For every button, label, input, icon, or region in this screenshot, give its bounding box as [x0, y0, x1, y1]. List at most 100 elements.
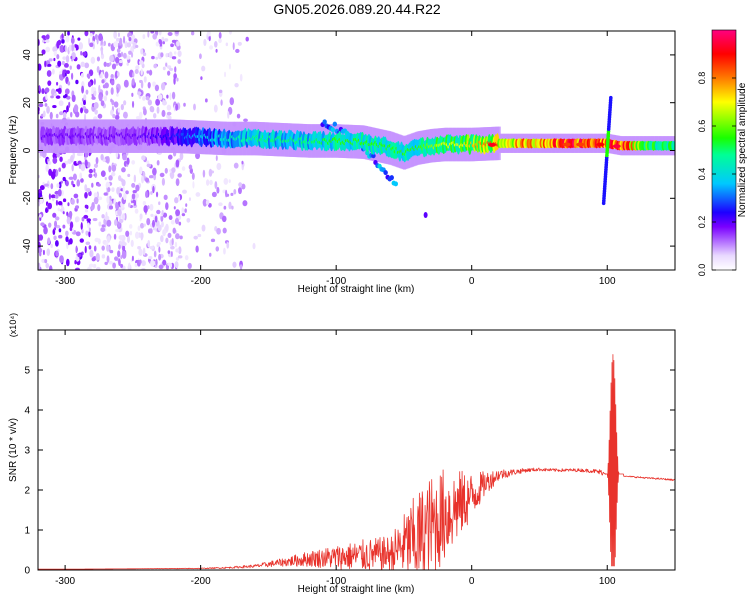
spectrogram-speckle [165, 237, 169, 244]
spectrogram-speckle [163, 194, 168, 201]
spectrogram-speckle [142, 247, 146, 256]
spectrogram-speckle [45, 46, 51, 53]
spectrogram-speckle [197, 233, 202, 238]
spectrogram-speckle [94, 237, 100, 243]
spectrogram-speckle [76, 64, 81, 70]
spectrogram-speckle [70, 155, 74, 163]
spectrogram-speckle [106, 244, 110, 252]
spectrogram-speckle [135, 44, 139, 48]
spectrogram-speckle [108, 165, 112, 173]
spectrogram-speckle [110, 98, 113, 103]
spectrogram-speckle [131, 183, 136, 188]
spectrogram-speckle [112, 262, 116, 269]
colorbar-label: Normalized spectral amplitude [737, 82, 748, 217]
spectrogram-speckle [241, 183, 246, 190]
spectrogram-speckle [45, 207, 49, 214]
spectrogram-speckle [184, 208, 187, 213]
spectrogram-speckle [65, 236, 69, 243]
spectrogram-speckle [68, 44, 72, 52]
spectrogram-speckle [181, 166, 186, 171]
spectrogram-speckle [120, 263, 124, 269]
spectrogram-speckle [140, 48, 144, 55]
spectrogram-speckle [72, 173, 77, 181]
snr-y-tick-label: 2 [24, 486, 30, 497]
spectrogram-speckle [97, 204, 101, 212]
spectrogram-speckle [62, 95, 67, 99]
spectrogram-speckle [43, 226, 48, 235]
spectrogram-speckle [154, 84, 160, 92]
spectrogram-speckle [121, 250, 127, 259]
spectrogram-speckle [202, 198, 208, 207]
spectrogram-speckle [71, 43, 75, 52]
spectrogram-speckle [48, 168, 53, 176]
spectrogram-speckle [72, 184, 76, 188]
spectrogram-speckle [65, 230, 69, 237]
spectrogram-speckle [140, 80, 144, 89]
spectrogram-speckle [42, 110, 46, 118]
spectrogram-speckle [157, 224, 162, 232]
spectrogram-speckle [91, 96, 96, 100]
spectrogram-speckle [142, 96, 146, 101]
spectrogram-speckle [147, 239, 151, 248]
spectrogram-speckle [117, 52, 122, 58]
spectrogram-speckle [228, 31, 232, 35]
spectrogram-speckle [73, 104, 79, 113]
snr-x-axis: -300 -200 -100 0 100 [55, 330, 616, 587]
spectrogram-speckle [147, 31, 150, 38]
spectrogram-speckle [87, 81, 92, 88]
spectrogram-speckle [68, 176, 74, 180]
spectrogram-speckle [137, 246, 142, 250]
spectrogram-speckle [175, 248, 180, 253]
spectrogram-speckle [84, 159, 88, 167]
spectrogram-speckle [200, 76, 203, 81]
spectrogram-speckle [76, 198, 79, 204]
spectrogram-speckle [165, 202, 169, 210]
spectrogram-speckle [81, 228, 84, 234]
spectrogram-speckle [86, 73, 91, 79]
spectrogram-speckle [106, 219, 112, 227]
spectrogram-speckle [108, 205, 114, 210]
spectrogram-speckle [241, 160, 244, 165]
spectrogram-speckle [114, 114, 120, 120]
spectrogram-speckle [177, 255, 183, 259]
spectrogram-speckle [169, 171, 175, 180]
spectrogram-speckle [38, 85, 41, 92]
spectrogram-speckle [39, 251, 42, 257]
spectrogram-speckle [148, 69, 153, 76]
spectrogram-speckle [162, 41, 165, 45]
spectrogram-speckle [124, 41, 128, 49]
spectrogram-speckle [50, 183, 54, 190]
spectrogram-speckle [232, 42, 235, 51]
spectrogram-speckle [103, 61, 107, 67]
spectrogram-speckle [58, 100, 64, 107]
spectrogram-speckle [75, 205, 80, 209]
spectrogram-speckle [231, 205, 234, 210]
spectrogram-speckle [175, 257, 180, 261]
spectrogram-speckle [70, 37, 75, 44]
spectrogram-speckle [160, 235, 164, 243]
spectrogram-secondary-ridge [322, 119, 327, 125]
spectrogram-speckle [94, 163, 99, 168]
spectrogram-speckle [104, 176, 107, 181]
spectrogram-speckle [75, 79, 79, 85]
spectrogram-speckle [63, 63, 69, 68]
spectrogram-speckle [149, 203, 154, 211]
spectrogram-speckle [46, 105, 50, 114]
spectrogram-speckle [116, 71, 120, 77]
spectrogram-speckle [168, 51, 173, 59]
spectrogram-x-tick-label: -100 [326, 276, 346, 287]
spectrogram-speckle [150, 259, 155, 267]
spectrogram-speckle [80, 163, 86, 172]
spectrogram-speckle [103, 95, 108, 102]
spectrogram-speckle [73, 161, 78, 166]
spectrogram-speckle [61, 60, 65, 66]
spectrogram-speckle [82, 51, 87, 57]
spectrogram-speckle [38, 63, 42, 71]
spectrogram-speckle [44, 103, 48, 107]
spectrogram-speckle [109, 62, 112, 66]
spectrogram-speckle [155, 191, 159, 198]
colorbar-gradient [711, 29, 737, 271]
spectrogram-speckle [172, 227, 176, 234]
